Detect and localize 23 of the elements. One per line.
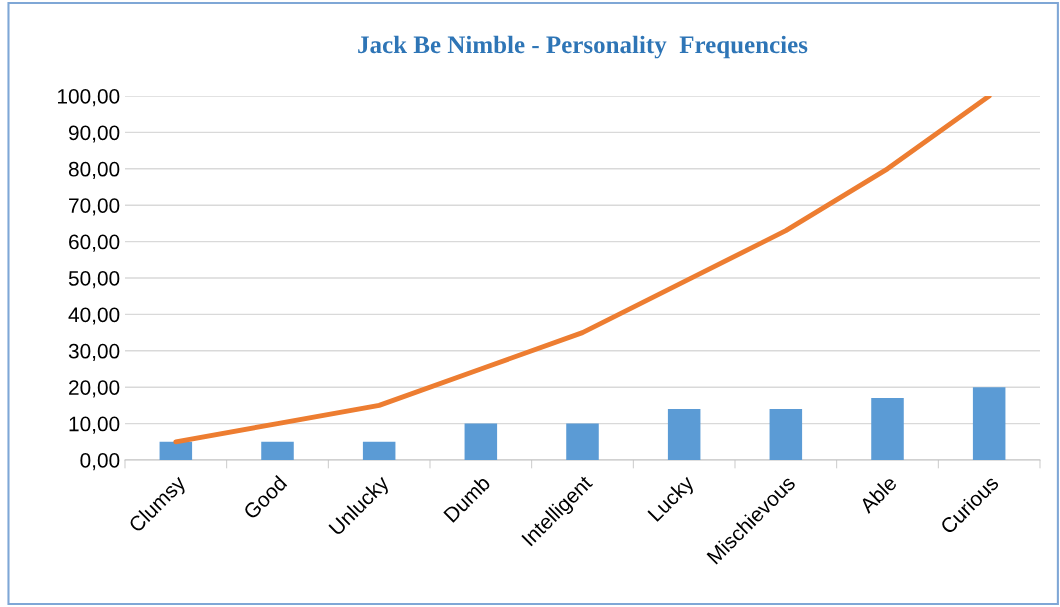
y-tick-label: 30,00 [68, 343, 120, 362]
chart-title: Jack Be Nimble - Personality Frequencies [358, 35, 808, 59]
y-tick-label: 70,00 [69, 198, 120, 216]
y-tick-label: 0,00 [80, 453, 120, 471]
y-tick-label: 50,00 [68, 271, 120, 289]
bar [464, 423, 498, 460]
y-tick-label: 40,00 [68, 307, 120, 325]
bar [871, 398, 904, 460]
y-tick-label: 60,00 [69, 234, 120, 252]
y-tick-label: 90,00 [68, 125, 120, 143]
y-tick-label: 20,00 [69, 380, 120, 398]
bar [261, 441, 294, 460]
bar [566, 423, 599, 460]
line-series [173, 96, 992, 445]
bar [972, 387, 1006, 460]
bar [159, 441, 193, 460]
bar [769, 409, 803, 460]
y-tick-label: 80,00 [68, 161, 120, 180]
y-tick-label: 10,00 [69, 416, 120, 434]
x-tick-label: Able [858, 474, 898, 515]
bar [362, 441, 396, 460]
bar [667, 409, 701, 460]
y-tick-label: 100,00 [58, 89, 120, 107]
